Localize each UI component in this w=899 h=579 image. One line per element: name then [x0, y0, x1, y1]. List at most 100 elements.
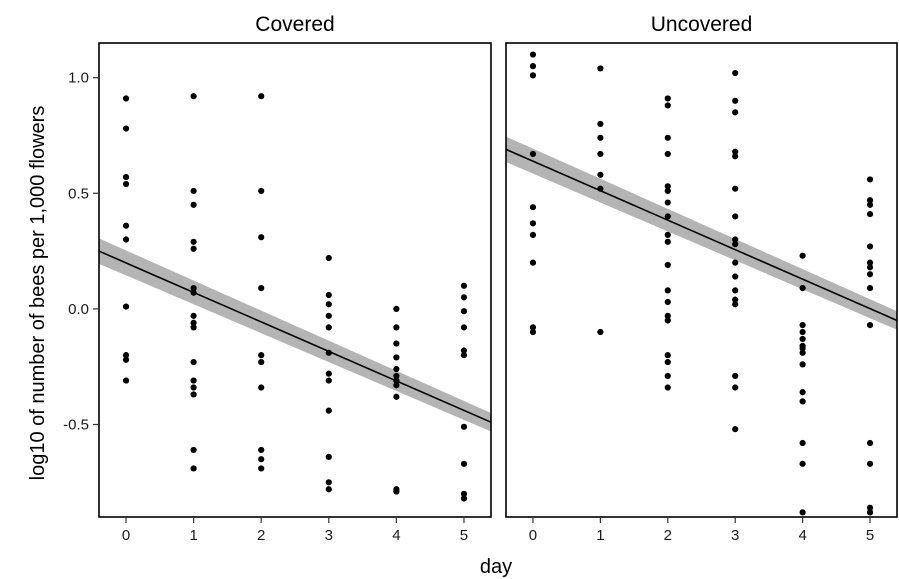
data-point [866, 271, 874, 278]
data-point [325, 377, 332, 384]
data-point [664, 261, 671, 269]
data-point [258, 93, 265, 100]
x-tick-label: 5 [460, 527, 468, 544]
data-point [732, 213, 739, 220]
data-point [529, 231, 537, 239]
data-point [732, 273, 739, 280]
data-point [393, 382, 400, 389]
plot-area-covered [99, 93, 491, 502]
x-tick-label: 3 [731, 527, 739, 544]
data-point [122, 352, 130, 359]
data-point [664, 287, 671, 294]
data-point [529, 63, 537, 70]
data-point [732, 384, 739, 391]
x-axis-label: day [480, 556, 512, 578]
data-point [460, 423, 468, 430]
data-point [393, 340, 400, 347]
data-point [799, 328, 806, 336]
data-point [664, 372, 671, 380]
data-point [866, 321, 874, 329]
x-tick-label: 4 [392, 527, 400, 544]
data-point [325, 324, 332, 331]
data-point [664, 134, 671, 141]
data-point [799, 509, 806, 516]
data-point [529, 72, 537, 79]
data-point [597, 134, 604, 141]
data-point [325, 349, 332, 356]
data-point [732, 426, 739, 433]
panel-title-uncovered: Uncovered [651, 13, 753, 36]
data-point [190, 446, 197, 454]
data-point [664, 238, 671, 245]
data-point [799, 439, 806, 447]
data-point [529, 150, 537, 158]
data-point [190, 358, 197, 366]
data-point [393, 488, 400, 495]
data-point [529, 220, 537, 227]
data-point [664, 213, 671, 220]
data-point [732, 287, 739, 294]
data-point [664, 312, 671, 319]
data-point [529, 259, 537, 266]
data-point [460, 324, 468, 331]
panels-group: Covered 0 1 2 3 4 5 -0.5 0.0 0.5 1.0 Uncovered 0 1 2 3 4… [63, 13, 898, 544]
data-point [393, 372, 400, 380]
data-point [460, 495, 468, 502]
data-point [460, 347, 468, 354]
data-point [597, 65, 604, 72]
data-point [597, 171, 604, 178]
data-point [190, 384, 197, 391]
x-tick-label: 3 [325, 527, 333, 544]
data-point [732, 259, 739, 266]
data-point [664, 183, 671, 190]
data-point [866, 509, 874, 516]
data-point [325, 312, 332, 319]
data-point [799, 345, 806, 352]
data-point [597, 150, 604, 158]
data-point [664, 317, 671, 324]
data-point [325, 453, 332, 460]
data-point [866, 439, 874, 447]
data-point [732, 301, 739, 308]
confidence-band-covered [99, 238, 491, 432]
regression-line-uncovered [506, 148, 897, 322]
data-point [325, 291, 332, 299]
data-point [732, 109, 739, 116]
data-point [460, 308, 468, 315]
data-point [190, 324, 197, 331]
data-point [866, 211, 874, 218]
y-axis-label: log10 of number of bees per 1,000 flower… [27, 106, 49, 481]
data-point [258, 358, 265, 366]
data-point [460, 294, 468, 301]
y-tick-label: 1.0 [68, 70, 89, 87]
panel-title-covered: Covered [255, 13, 334, 36]
data-point [325, 370, 332, 377]
data-point [122, 125, 130, 132]
x-tick-label: 2 [257, 527, 265, 544]
data-point [190, 284, 197, 292]
data-point [664, 199, 671, 206]
data-point [799, 349, 806, 356]
x-tick-label: 0 [122, 527, 130, 544]
data-point [325, 486, 332, 493]
data-point [393, 354, 400, 361]
data-point [732, 69, 739, 77]
data-point [866, 176, 874, 183]
data-point [732, 153, 739, 160]
data-point [597, 328, 604, 336]
data-point [258, 284, 265, 292]
y-tick-label: -0.5 [63, 417, 89, 434]
data-point [799, 252, 806, 259]
data-point [866, 264, 874, 271]
data-point [190, 391, 197, 398]
data-point [866, 504, 874, 511]
data-point [866, 460, 874, 467]
data-point [732, 148, 739, 155]
data-point [866, 197, 874, 204]
data-point [732, 97, 739, 104]
data-point [325, 407, 332, 414]
data-point [122, 174, 130, 181]
data-point [393, 324, 400, 331]
data-point [664, 358, 671, 366]
data-point [190, 312, 197, 319]
